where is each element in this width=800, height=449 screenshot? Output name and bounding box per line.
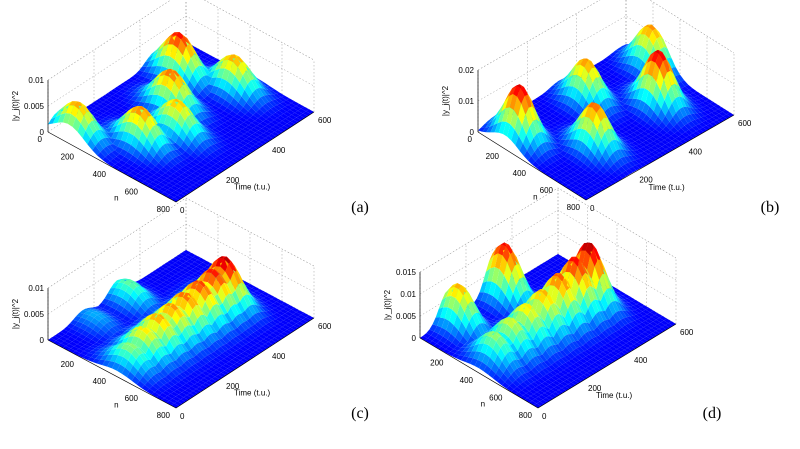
panel-label: (a) (351, 199, 369, 216)
n-tick-label: 0 (468, 135, 473, 144)
surface-panel-2: 0 0.01 0.02 0 200 400 600 800 0 200 400 600 |y_j(t)|… (441, 0, 779, 216)
surface-panel-1: 0 0.005 0.01 0 200 400 600 800 0 200 400 600 |y_j(t)… (11, 0, 369, 216)
n-tick-label: 800 (567, 203, 581, 212)
n-tick-label: 200 (430, 359, 444, 368)
surface-mesh (420, 242, 676, 408)
time-tick-label: 400 (689, 147, 703, 156)
surface-panel-3: 0 0.005 0.01 200 400 600 800 0 200 400 600 |y_j(t)|… (11, 197, 369, 422)
n-axis-label: n (114, 194, 118, 203)
surface-mesh (48, 32, 314, 202)
z-tick-label: 0.01 (28, 76, 44, 85)
z-tick-label: 0.01 (458, 97, 474, 106)
n-axis-label: n (481, 400, 485, 409)
time-tick-label: 0 (590, 204, 595, 213)
time-tick-label: 600 (318, 322, 332, 331)
time-tick-label: 0 (180, 412, 185, 421)
n-tick-label: 600 (489, 394, 503, 403)
time-tick-label: 400 (272, 352, 286, 361)
z-tick-label: 0 (412, 334, 417, 343)
time-axis-label: Time (t.u.) (234, 389, 270, 398)
panel-label: (d) (703, 405, 722, 422)
z-tick-label: 0 (40, 336, 45, 345)
z-tick-label: 0.01 (28, 284, 44, 293)
time-tick-label: 600 (738, 119, 752, 128)
n-tick-label: 600 (540, 186, 554, 195)
panel-label: (b) (761, 199, 780, 216)
axes-edges (477, 70, 735, 201)
n-tick-label: 800 (519, 411, 533, 420)
time-tick-label: 0 (180, 206, 185, 215)
surface-panel-4: 0 0.005 0.01 0.015 200 400 600 800 0 200 400 600 |y_… (383, 187, 722, 422)
n-axis-label: n (114, 400, 118, 409)
n-tick-label: 800 (157, 205, 171, 214)
n-tick-label: 200 (486, 152, 500, 161)
z-tick-label: 0.005 (396, 312, 417, 321)
z-tick-label: 0.015 (396, 268, 417, 277)
time-tick-label: 200 (588, 384, 602, 393)
n-tick-label: 400 (513, 169, 527, 178)
axes-edges (419, 272, 677, 409)
z-axis-label: |y_j(t)|^2 (441, 85, 450, 116)
panel-label: (c) (351, 405, 369, 422)
n-tick-label: 600 (125, 394, 139, 403)
z-tick-label: 0.01 (400, 290, 416, 299)
time-tick-label: 200 (226, 382, 240, 391)
time-tick-label: 400 (272, 146, 286, 155)
z-tick-label: 0 (40, 128, 45, 137)
z-axis-label: |y_j(t)|^2 (11, 298, 20, 329)
n-tick-label: 200 (61, 360, 75, 369)
axes-edges (47, 80, 315, 203)
z-tick-label: 0.02 (458, 66, 474, 75)
surface-mesh (48, 250, 314, 408)
n-tick-label: 200 (61, 153, 75, 162)
time-tick-label: 200 (639, 176, 653, 185)
z-tick-label: 0.005 (24, 310, 45, 319)
n-tick-label: 0 (38, 135, 43, 144)
n-axis-label: n (533, 192, 537, 201)
z-tick-label: 0.005 (24, 102, 45, 111)
surface-mesh (478, 24, 734, 200)
axes-edges (47, 288, 315, 409)
time-tick-label: 600 (680, 328, 694, 337)
n-tick-label: 600 (125, 188, 139, 197)
z-axis-label: |y_j(t)|^2 (11, 90, 20, 121)
n-tick-label: 400 (460, 376, 474, 385)
time-axis-label: Time (t.u.) (649, 183, 685, 192)
time-tick-label: 0 (542, 412, 547, 421)
time-tick-label: 200 (226, 176, 240, 185)
time-tick-label: 600 (318, 116, 332, 125)
time-axis-label: Time (t.u.) (596, 391, 632, 400)
n-tick-label: 400 (93, 170, 107, 179)
n-tick-label: 800 (157, 411, 171, 420)
z-tick-label: 0 (470, 128, 475, 137)
time-axis-label: Time (t.u.) (234, 183, 270, 192)
n-tick-label: 400 (93, 377, 107, 386)
z-axis-label: |y_j(t)|^2 (383, 289, 392, 320)
time-tick-label: 400 (634, 356, 648, 365)
